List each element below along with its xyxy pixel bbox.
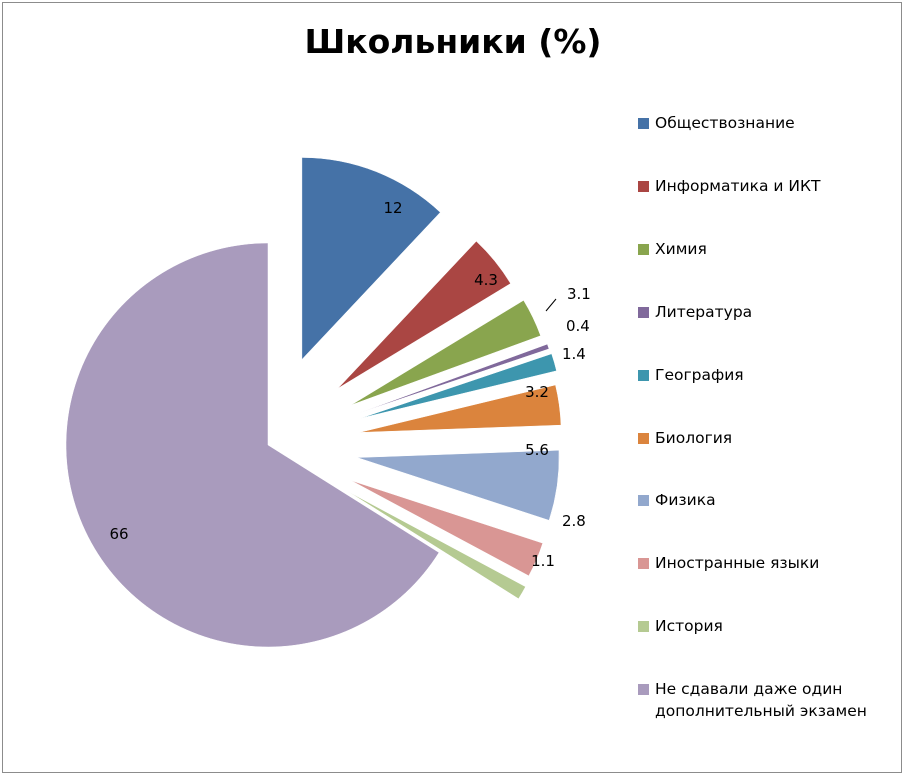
data-label: 12 bbox=[383, 199, 402, 217]
legend-label: Литература bbox=[655, 302, 753, 321]
data-label: 3.1 bbox=[567, 285, 591, 303]
legend-item: Физика bbox=[638, 489, 716, 511]
pie-slice bbox=[350, 480, 544, 577]
data-label: 0.4 bbox=[566, 317, 590, 335]
legend-swatch bbox=[638, 684, 649, 696]
legend-swatch bbox=[638, 495, 649, 507]
legend-swatch bbox=[638, 306, 649, 318]
legend-label: Биология bbox=[655, 428, 733, 447]
data-label: 1.4 bbox=[562, 345, 586, 363]
data-label: 3.2 bbox=[525, 383, 549, 401]
legend-label: Химия bbox=[655, 239, 707, 258]
legend-item: Обществознание bbox=[638, 112, 795, 134]
data-label: 66 bbox=[109, 525, 128, 543]
data-label: 2.8 bbox=[562, 512, 586, 530]
legend-swatch bbox=[638, 118, 649, 129]
pie-slice bbox=[357, 449, 560, 521]
pie-slice bbox=[350, 299, 541, 406]
legend-swatch bbox=[638, 558, 649, 570]
data-label: 4.3 bbox=[474, 271, 498, 289]
legend-item: Не сдавали даже один дополнительный экзам… bbox=[638, 678, 867, 722]
legend-item: Биология bbox=[638, 427, 732, 449]
pie-slice bbox=[347, 491, 526, 600]
legend-item: Иностранные языки bbox=[638, 552, 819, 574]
data-label: 5.6 bbox=[525, 441, 549, 459]
legend-item: География bbox=[638, 364, 744, 386]
leader-line bbox=[545, 298, 557, 312]
data-label: 1.1 bbox=[531, 552, 555, 570]
legend-item: Информатика и ИКТ bbox=[638, 175, 820, 197]
pie-slice bbox=[65, 242, 440, 648]
legend-label: Информатика и ИКТ bbox=[655, 176, 821, 195]
pie-slice bbox=[360, 353, 557, 419]
legend-label: Не сдавали даже один дополнительный экзам… bbox=[655, 680, 867, 721]
legend-swatch bbox=[638, 243, 649, 255]
legend-swatch bbox=[638, 369, 649, 381]
legend-swatch bbox=[638, 621, 649, 633]
legend-label: История bbox=[655, 617, 723, 636]
legend-item: Химия bbox=[638, 238, 707, 260]
pie-slice bbox=[337, 240, 511, 389]
legend-item: Литература bbox=[638, 301, 752, 323]
legend-label: География bbox=[655, 365, 744, 384]
pie-slice bbox=[357, 343, 550, 414]
legend-item: История bbox=[638, 615, 723, 637]
legend-label: Иностранные языки bbox=[655, 554, 820, 573]
pie-slice bbox=[359, 384, 562, 433]
legend-label: Обществознание bbox=[655, 114, 795, 132]
legend-label: Физика bbox=[655, 491, 716, 510]
legend-swatch bbox=[638, 432, 649, 444]
pie-slice bbox=[301, 157, 441, 361]
chart-title: Школьники (%) bbox=[304, 22, 602, 61]
legend-swatch bbox=[638, 180, 649, 192]
